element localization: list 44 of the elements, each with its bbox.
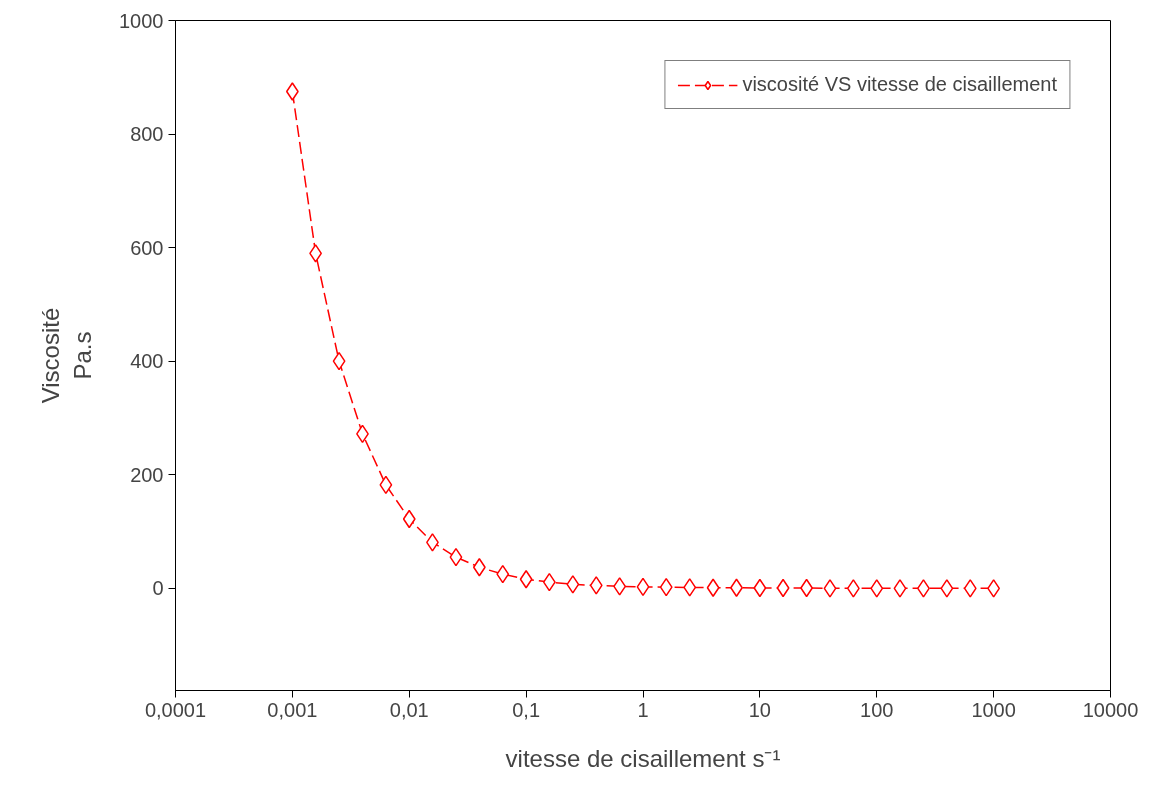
- point: [893, 579, 907, 598]
- y-axis-title: Viscosité Pa.s: [36, 307, 97, 404]
- y-tick-label: 200: [130, 463, 164, 486]
- point: [589, 576, 603, 595]
- point: [776, 578, 790, 598]
- point: [519, 569, 533, 589]
- point: [566, 575, 580, 594]
- point: [846, 579, 860, 598]
- x-tick-label: 0,1: [512, 698, 541, 721]
- point: [659, 577, 673, 597]
- point: [706, 578, 720, 597]
- x-tick-label: 1000: [971, 698, 1016, 721]
- x-tick-label: 0,001: [267, 698, 318, 721]
- point: [963, 579, 977, 598]
- point: [636, 577, 650, 597]
- point: [823, 579, 837, 598]
- x-tick-label: 1: [637, 698, 649, 721]
- point: [613, 577, 627, 596]
- x-tick-label: 10000: [1082, 698, 1139, 721]
- point: [379, 475, 393, 495]
- x-axis-title: vitesse de cisaillement s⁻¹: [505, 744, 781, 772]
- point: [987, 579, 1001, 598]
- point: [332, 351, 346, 371]
- x-tick-label: 10: [748, 698, 771, 721]
- y-tick-label: 800: [130, 123, 164, 146]
- y-tick-label: 1000: [119, 9, 164, 32]
- point: [542, 572, 556, 592]
- point: [472, 558, 486, 577]
- x-tick-label: 0,01: [389, 698, 429, 721]
- y-tick-label: 400: [130, 350, 164, 373]
- point: [309, 244, 323, 263]
- point: [285, 82, 299, 101]
- y-tick-label: 600: [130, 236, 164, 259]
- point: [449, 547, 463, 567]
- y-tick-label: 0: [152, 577, 164, 600]
- x-tick-label: 0,0001: [144, 698, 207, 721]
- x-tick-label: 100: [860, 698, 894, 721]
- point: [496, 564, 510, 584]
- point: [940, 579, 954, 598]
- point: [683, 578, 697, 597]
- point: [753, 578, 767, 598]
- legend-label: viscosité VS vitesse de cisaillement: [742, 73, 1057, 96]
- point: [870, 579, 884, 598]
- point: [402, 509, 416, 529]
